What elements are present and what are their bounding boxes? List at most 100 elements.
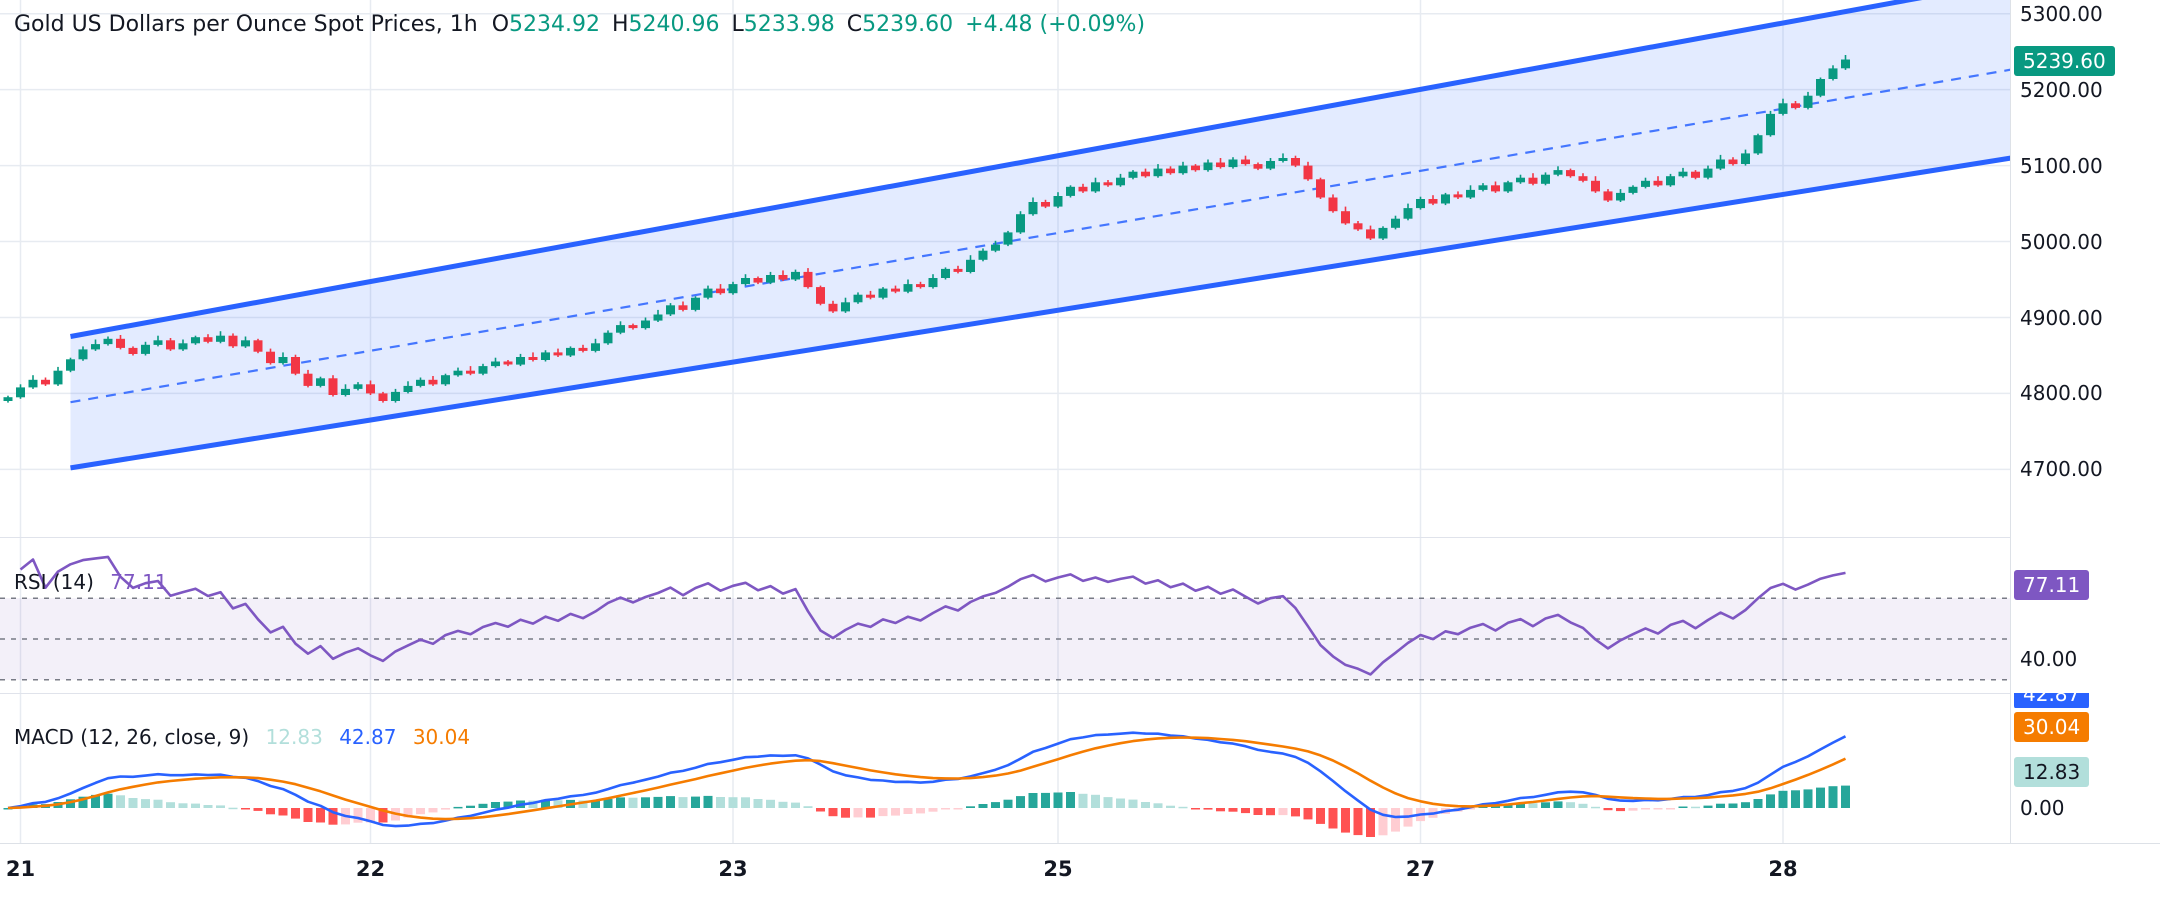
candle [841,297,850,313]
candle [816,285,825,306]
candle [978,248,988,262]
macd-hist-bar [353,808,363,823]
macd-hist-bar [1628,808,1638,811]
symbol-title[interactable]: Gold US Dollars per Ounce Spot Prices, 1… [14,12,478,37]
macd-hist-bar [316,808,325,823]
macd-hist-bar [1178,806,1188,809]
macd-hist-bar [541,799,550,808]
macd-hist-bar [216,805,225,808]
rsi-chart-svg[interactable] [0,537,2010,693]
candle [1791,101,1800,110]
price-panel[interactable] [0,0,2010,537]
macd-hist-bar [641,797,650,808]
candle [1103,180,1113,187]
price-chart-svg[interactable] [0,0,2010,537]
price-tick: 5300.00 [2020,1,2103,26]
macd-hist-bar [1066,792,1075,808]
macd-hist-bar [253,808,263,811]
candle [1091,177,1100,193]
macd-hist-bar [766,799,775,808]
macd-hist-bar [878,808,888,817]
candle [1066,185,1075,198]
time-label: 28 [1768,857,1798,881]
macd-hist-bar [1116,798,1125,808]
candle [1191,164,1200,172]
macd-hist-bar [1316,808,1325,824]
macd-hist-bar [1341,808,1350,833]
candle [191,335,200,345]
macd-hist-bar [1691,806,1700,809]
candle [253,338,263,354]
channel-lower-line[interactable] [70,155,2011,471]
macd-hist-bar [1016,796,1025,808]
macd-hist-bar [941,808,950,810]
macd-hist-bar [378,808,388,823]
macd-hist-bar [1391,808,1400,832]
candle [1516,174,1525,184]
macd-hist-bar [1803,789,1813,808]
candle [1603,189,1613,202]
price-change: +4.48 (+0.09%) [965,12,1146,37]
candle [78,346,88,361]
macd-hist-bar [1041,792,1050,808]
candle [678,301,688,312]
macd-hist-bar [753,799,763,808]
rsi-label[interactable]: RSI (14) 77.11 [14,570,168,594]
candle [716,284,725,295]
ohlc-low: L5233.98 [731,12,835,37]
macd-hist-bar [1778,790,1788,808]
macd-hist-bar [303,808,313,822]
ohlc-high: H5240.96 [612,12,720,37]
candle [1291,155,1300,168]
macd-hist-bar [1328,808,1338,829]
macd-hist-bar [803,806,813,808]
candle [553,348,563,357]
rsi-panel[interactable] [0,537,2010,693]
candle [1253,162,1263,171]
candle [1491,181,1500,193]
candle [141,341,150,356]
candle [1341,206,1350,225]
candle [1616,189,1625,202]
macd-hist-bar [1303,808,1313,820]
candle [1166,166,1175,175]
macd-hist-bar [1366,808,1375,837]
candle [203,334,213,344]
channel-upper-line[interactable] [70,0,2011,339]
panel-separator[interactable] [0,537,2160,538]
ohlc-open: O5234.92 [491,12,600,37]
candle [1228,157,1238,169]
macd-chart-svg[interactable] [0,693,2010,843]
candle [353,382,363,391]
macd-hist-bar [1491,805,1500,808]
time-label: 22 [355,857,386,881]
macd-hist-bar [603,798,613,808]
macd-hist-bar [1253,808,1263,815]
candle [491,357,500,368]
candle [1666,173,1675,187]
macd-label[interactable]: MACD (12, 26, close, 9) 12.83 42.87 30.0… [14,725,470,749]
macd-hist-bar [666,796,675,808]
macd-hist-value: 12.83 [265,725,323,749]
candle [1328,194,1338,213]
macd-hist-bar [1703,805,1713,808]
candle [1766,110,1775,137]
rsi-value: 77.11 [110,570,168,594]
macd-hist-bar [1103,797,1113,808]
price-axis[interactable]: 5239.60 77.11 40.00 42.87 30.04 12.83 0.… [2010,0,2160,843]
time-axis[interactable]: 21 22 23 25 27 28 [0,843,2160,902]
macd-hist-bar [103,793,113,808]
macd-signal-line [7,736,1847,821]
macd-panel[interactable] [0,693,2010,843]
candle [791,269,800,281]
macd-hist-bar [1166,805,1175,808]
macd-hist-bar [1753,799,1763,808]
candle [703,285,713,300]
macd-hist-bar [1091,794,1100,808]
panel-separator[interactable] [0,693,2160,694]
candle [653,309,663,322]
candle [328,375,338,397]
rsi-badge: 77.11 [2014,570,2090,600]
candle [941,267,950,280]
